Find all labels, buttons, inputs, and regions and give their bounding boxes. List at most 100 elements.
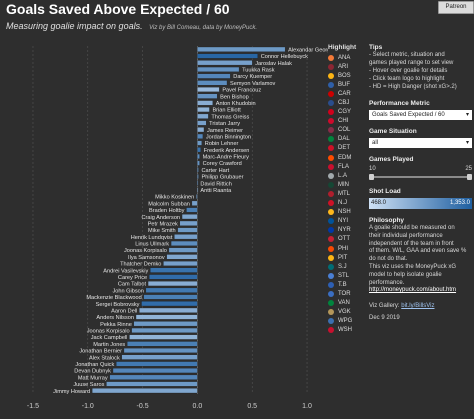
team-item-edm[interactable]: EDM <box>328 153 366 162</box>
team-item-bos[interactable]: BOS <box>328 71 366 80</box>
bar[interactable] <box>197 180 199 186</box>
bar[interactable] <box>106 381 198 387</box>
team-item-nsh[interactable]: NSH <box>328 208 366 217</box>
team-abbr: NYR <box>338 227 351 234</box>
performance-metric-heading: Performance Metric <box>369 100 430 107</box>
bar[interactable] <box>139 307 198 313</box>
team-item-det[interactable]: DET <box>328 144 366 153</box>
game-situation-dropdown[interactable]: all ▾ <box>369 138 472 148</box>
viz-gallery-label: Viz Gallery: <box>369 303 400 310</box>
slider-handle-min[interactable] <box>369 174 374 180</box>
goalie-label: Marc-Andre Fleury <box>203 155 250 161</box>
bar[interactable] <box>177 227 198 233</box>
bar[interactable] <box>129 334 198 340</box>
bar[interactable] <box>168 247 198 253</box>
performance-metric-dropdown[interactable]: Goals Saved Expected / 60 ▾ <box>369 110 472 120</box>
bar[interactable] <box>197 60 253 66</box>
bar[interactable] <box>163 261 198 266</box>
bar[interactable] <box>112 368 198 374</box>
bar[interactable] <box>191 200 198 206</box>
bar[interactable] <box>143 294 198 300</box>
team-item-phi[interactable]: PHI <box>328 244 366 253</box>
team-item-nj[interactable]: N.J <box>328 199 366 208</box>
bar[interactable] <box>196 194 198 200</box>
bar[interactable] <box>141 301 198 307</box>
bar[interactable] <box>197 140 202 146</box>
bar[interactable] <box>197 46 286 52</box>
bar[interactable] <box>197 73 231 79</box>
games-played-slider[interactable] <box>369 174 472 180</box>
bar[interactable] <box>179 220 198 226</box>
bar[interactable] <box>197 133 204 139</box>
bar[interactable] <box>147 281 198 287</box>
team-abbr: NSH <box>338 209 351 216</box>
bar[interactable] <box>197 153 200 159</box>
bar[interactable] <box>197 127 205 133</box>
bar[interactable] <box>123 348 198 353</box>
bar[interactable] <box>174 234 198 240</box>
goalie-label: Philipp Grubauer <box>202 175 244 181</box>
bar[interactable] <box>197 93 218 99</box>
team-item-tb[interactable]: T.B <box>328 280 366 289</box>
bar[interactable] <box>197 187 199 193</box>
bar[interactable] <box>135 314 198 320</box>
team-item-la[interactable]: L.A <box>328 171 366 180</box>
bar[interactable] <box>197 167 199 173</box>
slider-handle-max[interactable] <box>467 174 472 180</box>
bar[interactable] <box>197 147 201 153</box>
team-item-sj[interactable]: S.J <box>328 262 366 271</box>
bar[interactable] <box>197 107 210 113</box>
bar[interactable] <box>127 341 198 347</box>
bar[interactable] <box>197 174 199 179</box>
team-item-vgk[interactable]: VGK <box>328 308 366 317</box>
bar[interactable] <box>116 361 198 367</box>
bar[interactable] <box>150 267 198 273</box>
team-logo-icon <box>328 81 334 88</box>
team-item-car[interactable]: CAR <box>328 89 366 98</box>
team-item-wpg[interactable]: WPG <box>328 317 366 326</box>
bar[interactable] <box>197 53 258 59</box>
moneypuck-link[interactable]: http://moneypuck.com/about.htm <box>369 287 457 294</box>
bar[interactable] <box>197 80 228 86</box>
team-item-van[interactable]: VAN <box>328 299 366 308</box>
team-item-col[interactable]: COL <box>328 126 366 135</box>
team-item-cgy[interactable]: CGY <box>328 108 366 117</box>
team-item-mtl[interactable]: MTL <box>328 189 366 198</box>
bar[interactable] <box>170 240 198 246</box>
team-item-buf[interactable]: BUF <box>328 80 366 89</box>
team-item-cbj[interactable]: CBJ <box>328 98 366 107</box>
bar[interactable] <box>121 354 198 360</box>
team-item-min[interactable]: MIN <box>328 180 366 189</box>
team-item-ott[interactable]: OTT <box>328 235 366 244</box>
bar[interactable] <box>197 66 240 72</box>
bar[interactable] <box>109 374 198 380</box>
bar[interactable] <box>166 254 198 260</box>
team-item-pit[interactable]: PIT <box>328 253 366 262</box>
bar[interactable] <box>92 388 198 394</box>
team-item-chi[interactable]: CHI <box>328 117 366 126</box>
goalie-label: Joonas Korpisalo <box>87 329 130 335</box>
bar[interactable] <box>197 160 200 166</box>
team-item-nyi[interactable]: NYI <box>328 217 366 226</box>
bar[interactable] <box>197 100 213 106</box>
bar[interactable] <box>145 287 198 293</box>
team-item-stl[interactable]: STL <box>328 271 366 280</box>
team-item-dal[interactable]: DAL <box>328 135 366 144</box>
bar[interactable] <box>197 120 207 126</box>
bar[interactable] <box>131 327 198 333</box>
team-item-nyr[interactable]: NYR <box>328 226 366 235</box>
patreon-button[interactable]: Patreon <box>438 1 474 14</box>
bar[interactable] <box>133 321 198 327</box>
team-item-ana[interactable]: ANA <box>328 53 366 62</box>
team-item-ari[interactable]: ARI <box>328 62 366 71</box>
bar[interactable] <box>197 87 220 92</box>
bar[interactable] <box>149 274 198 280</box>
team-abbr: STL <box>338 272 350 279</box>
team-item-fla[interactable]: FLA <box>328 162 366 171</box>
team-item-wsh[interactable]: WSH <box>328 326 366 335</box>
bar[interactable] <box>181 214 198 220</box>
bar[interactable] <box>197 113 209 119</box>
bar[interactable] <box>186 207 198 213</box>
viz-gallery-link[interactable]: bit.ly/BillsViz <box>401 303 435 310</box>
team-item-tor[interactable]: TOR <box>328 289 366 298</box>
